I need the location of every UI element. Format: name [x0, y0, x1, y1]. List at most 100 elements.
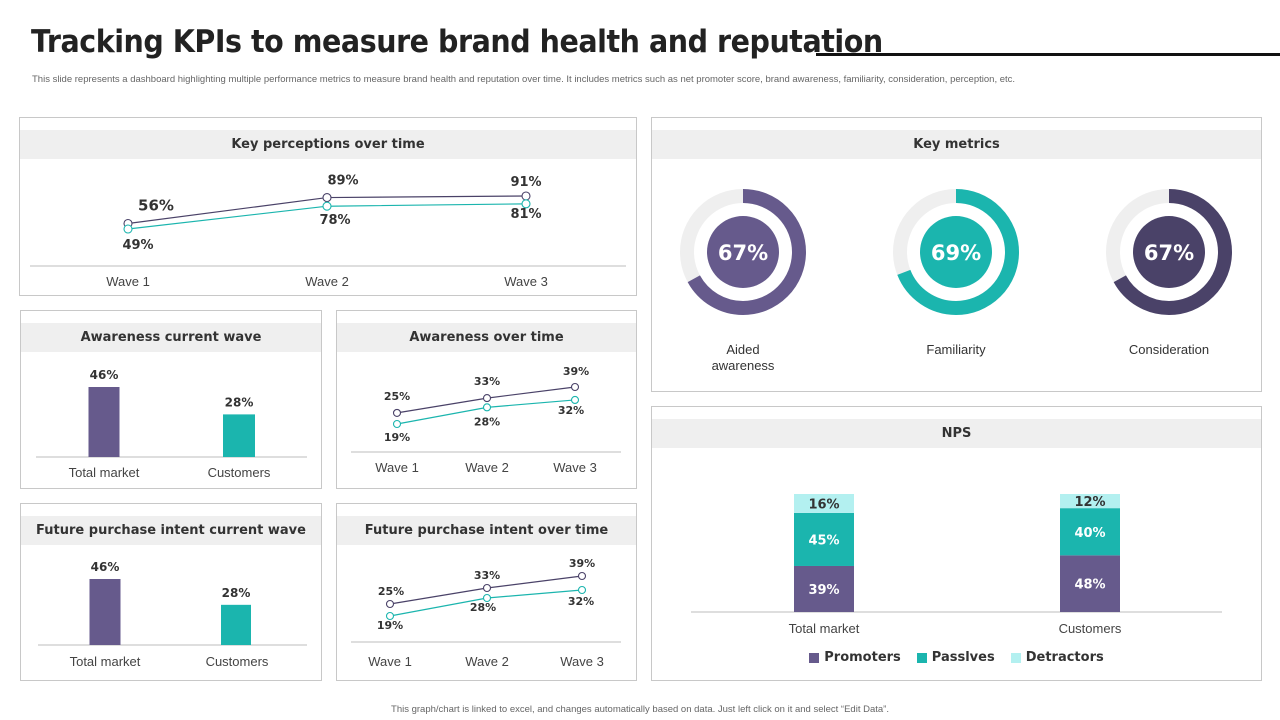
footer-note: This graph/chart is linked to excel, and… — [391, 704, 889, 715]
data-label: 33% — [474, 375, 500, 388]
key-metrics-title: Key metrics — [652, 130, 1261, 159]
page-subtitle: This slide represents a dashboard highli… — [32, 74, 1016, 85]
data-label: 32% — [568, 595, 594, 608]
legend-swatch-promoters — [809, 652, 820, 663]
data-point — [570, 382, 580, 392]
legend-label-promoters: Promoters — [824, 650, 901, 665]
awareness-current-panel: Awareness current wave 46% Total market 28… — [20, 310, 322, 489]
x-tick-label: Total market — [789, 621, 860, 636]
data-point — [392, 408, 402, 417]
data-label: 33% — [474, 569, 500, 582]
donut-arc-consideration — [1106, 189, 1232, 315]
x-tick-label: Customers — [1059, 621, 1122, 636]
data-label: 28% — [474, 415, 500, 428]
donut-label-consideration: Consideration — [1129, 342, 1209, 357]
data-label: 28% — [470, 601, 496, 614]
nps-legend: Promoters Passlves Detractors — [652, 650, 1261, 665]
data-label: 56% — [138, 197, 174, 215]
data-label: 81% — [510, 207, 541, 222]
x-tick-label: Wave 1 — [368, 654, 412, 669]
nps-segment-promoters — [794, 565, 854, 612]
data-point — [482, 593, 492, 603]
data-label: 40% — [1074, 526, 1105, 541]
purchase-current-title: Future purchase intent current wave — [21, 516, 321, 545]
nps-chart: 39% 45% 16% Total market 48% 40% 12% Customers — [691, 494, 1222, 636]
x-tick-label: Wave 2 — [465, 654, 509, 669]
data-label: 91% — [510, 175, 541, 190]
donut-center-familiarity — [920, 216, 992, 288]
data-label: 48% — [1074, 578, 1105, 593]
bar-total-market — [89, 579, 121, 645]
data-label: 28% — [222, 586, 251, 600]
bar-customers — [223, 414, 255, 457]
donut-label-aided-awareness: awareness — [712, 358, 775, 373]
x-tick-label: Customers — [206, 654, 269, 669]
legend-label-detractors: Detractors — [1025, 650, 1104, 665]
legend-item-detractors: Detractors — [1010, 650, 1104, 665]
data-point — [123, 224, 133, 234]
x-tick-label: Total market — [69, 465, 140, 480]
page-title: Tracking KPIs to measure brand health an… — [31, 24, 883, 60]
data-point — [521, 199, 531, 209]
nps-segment-detractors — [1060, 494, 1120, 509]
donut-value-familiarity: 69% — [931, 241, 981, 265]
data-point — [392, 419, 402, 429]
nps-segment-passives — [794, 512, 854, 566]
data-label: 19% — [377, 619, 403, 632]
nps-title: NPS — [652, 419, 1261, 448]
purchase-over-time-title: Future purchase intent over time — [337, 516, 636, 545]
purchase-current-chart: 46% Total market 28% Customers — [38, 560, 307, 669]
donut-label-aided-awareness: Aided — [726, 342, 759, 357]
data-point — [482, 403, 492, 412]
data-label: 49% — [122, 238, 153, 253]
legend-item-passives: Passlves — [916, 650, 995, 665]
key-perceptions-panel: Key perceptions over time Wave 1 Wave 2 Wa… — [19, 117, 637, 296]
awareness-current-chart: 46% Total market 28% Customers — [36, 368, 307, 480]
awareness-over-time-panel: Awareness over time Wave 1 Wave 2 Wave 3 25… — [336, 310, 637, 489]
donut-center-consideration — [1133, 216, 1205, 288]
data-point — [385, 599, 395, 609]
data-label: 39% — [808, 583, 839, 598]
data-label: 25% — [378, 585, 404, 598]
title-rule — [816, 53, 1280, 56]
nps-panel: NPS 39% 45% 16% Total market 48% 40% 12% Custom… — [651, 406, 1262, 681]
donut-center-aided-awareness — [707, 216, 779, 288]
x-tick-label: Wave 1 — [375, 460, 419, 475]
nps-segment-detractors — [794, 494, 854, 513]
x-tick-label: Customers — [208, 465, 271, 480]
key-perceptions-title: Key perceptions over time — [20, 130, 636, 159]
data-point — [521, 191, 531, 201]
x-tick-label: Wave 3 — [504, 274, 548, 289]
data-label: 16% — [808, 497, 839, 512]
data-point — [482, 583, 492, 593]
purchase-over-time-chart: Wave 1 Wave 2 Wave 3 25% 33% 39% 19% 28% 32% — [351, 557, 621, 669]
bar-customers — [221, 604, 251, 645]
data-label: 32% — [558, 404, 584, 417]
data-point — [322, 201, 332, 211]
purchase-over-time-panel: Future purchase intent over time Wave 1 W… — [336, 503, 637, 681]
x-tick-label: Wave 3 — [560, 654, 604, 669]
data-label: 19% — [384, 431, 410, 444]
x-tick-label: Wave 2 — [305, 274, 349, 289]
x-tick-label: Wave 3 — [553, 460, 597, 475]
legend-swatch-detractors — [1010, 652, 1021, 663]
awareness-over-time-chart: Wave 1 Wave 2 Wave 3 25% 33% 39% 19% 28% 32% — [351, 365, 621, 475]
data-point — [577, 571, 587, 581]
donut-arc-aided-awareness — [680, 189, 806, 315]
x-tick-label: Total market — [70, 654, 141, 669]
bar-total-market — [88, 387, 120, 457]
data-label: 12% — [1074, 495, 1105, 510]
x-tick-label: Wave 1 — [106, 274, 150, 289]
nps-segment-passives — [1060, 508, 1120, 556]
data-label: 89% — [327, 174, 358, 189]
data-label: 78% — [319, 213, 350, 228]
donut-value-aided-awareness: 67% — [718, 241, 768, 265]
data-label: 39% — [563, 365, 589, 378]
data-label: 45% — [808, 533, 839, 548]
data-label: 28% — [225, 395, 254, 409]
data-point — [385, 611, 395, 621]
purchase-current-panel: Future purchase intent current wave 46% T… — [20, 503, 322, 681]
donut-arc-familiarity — [893, 189, 1019, 315]
key-metrics-panel: Key metrics 67% Aided awareness 69% Familiar… — [651, 117, 1262, 392]
